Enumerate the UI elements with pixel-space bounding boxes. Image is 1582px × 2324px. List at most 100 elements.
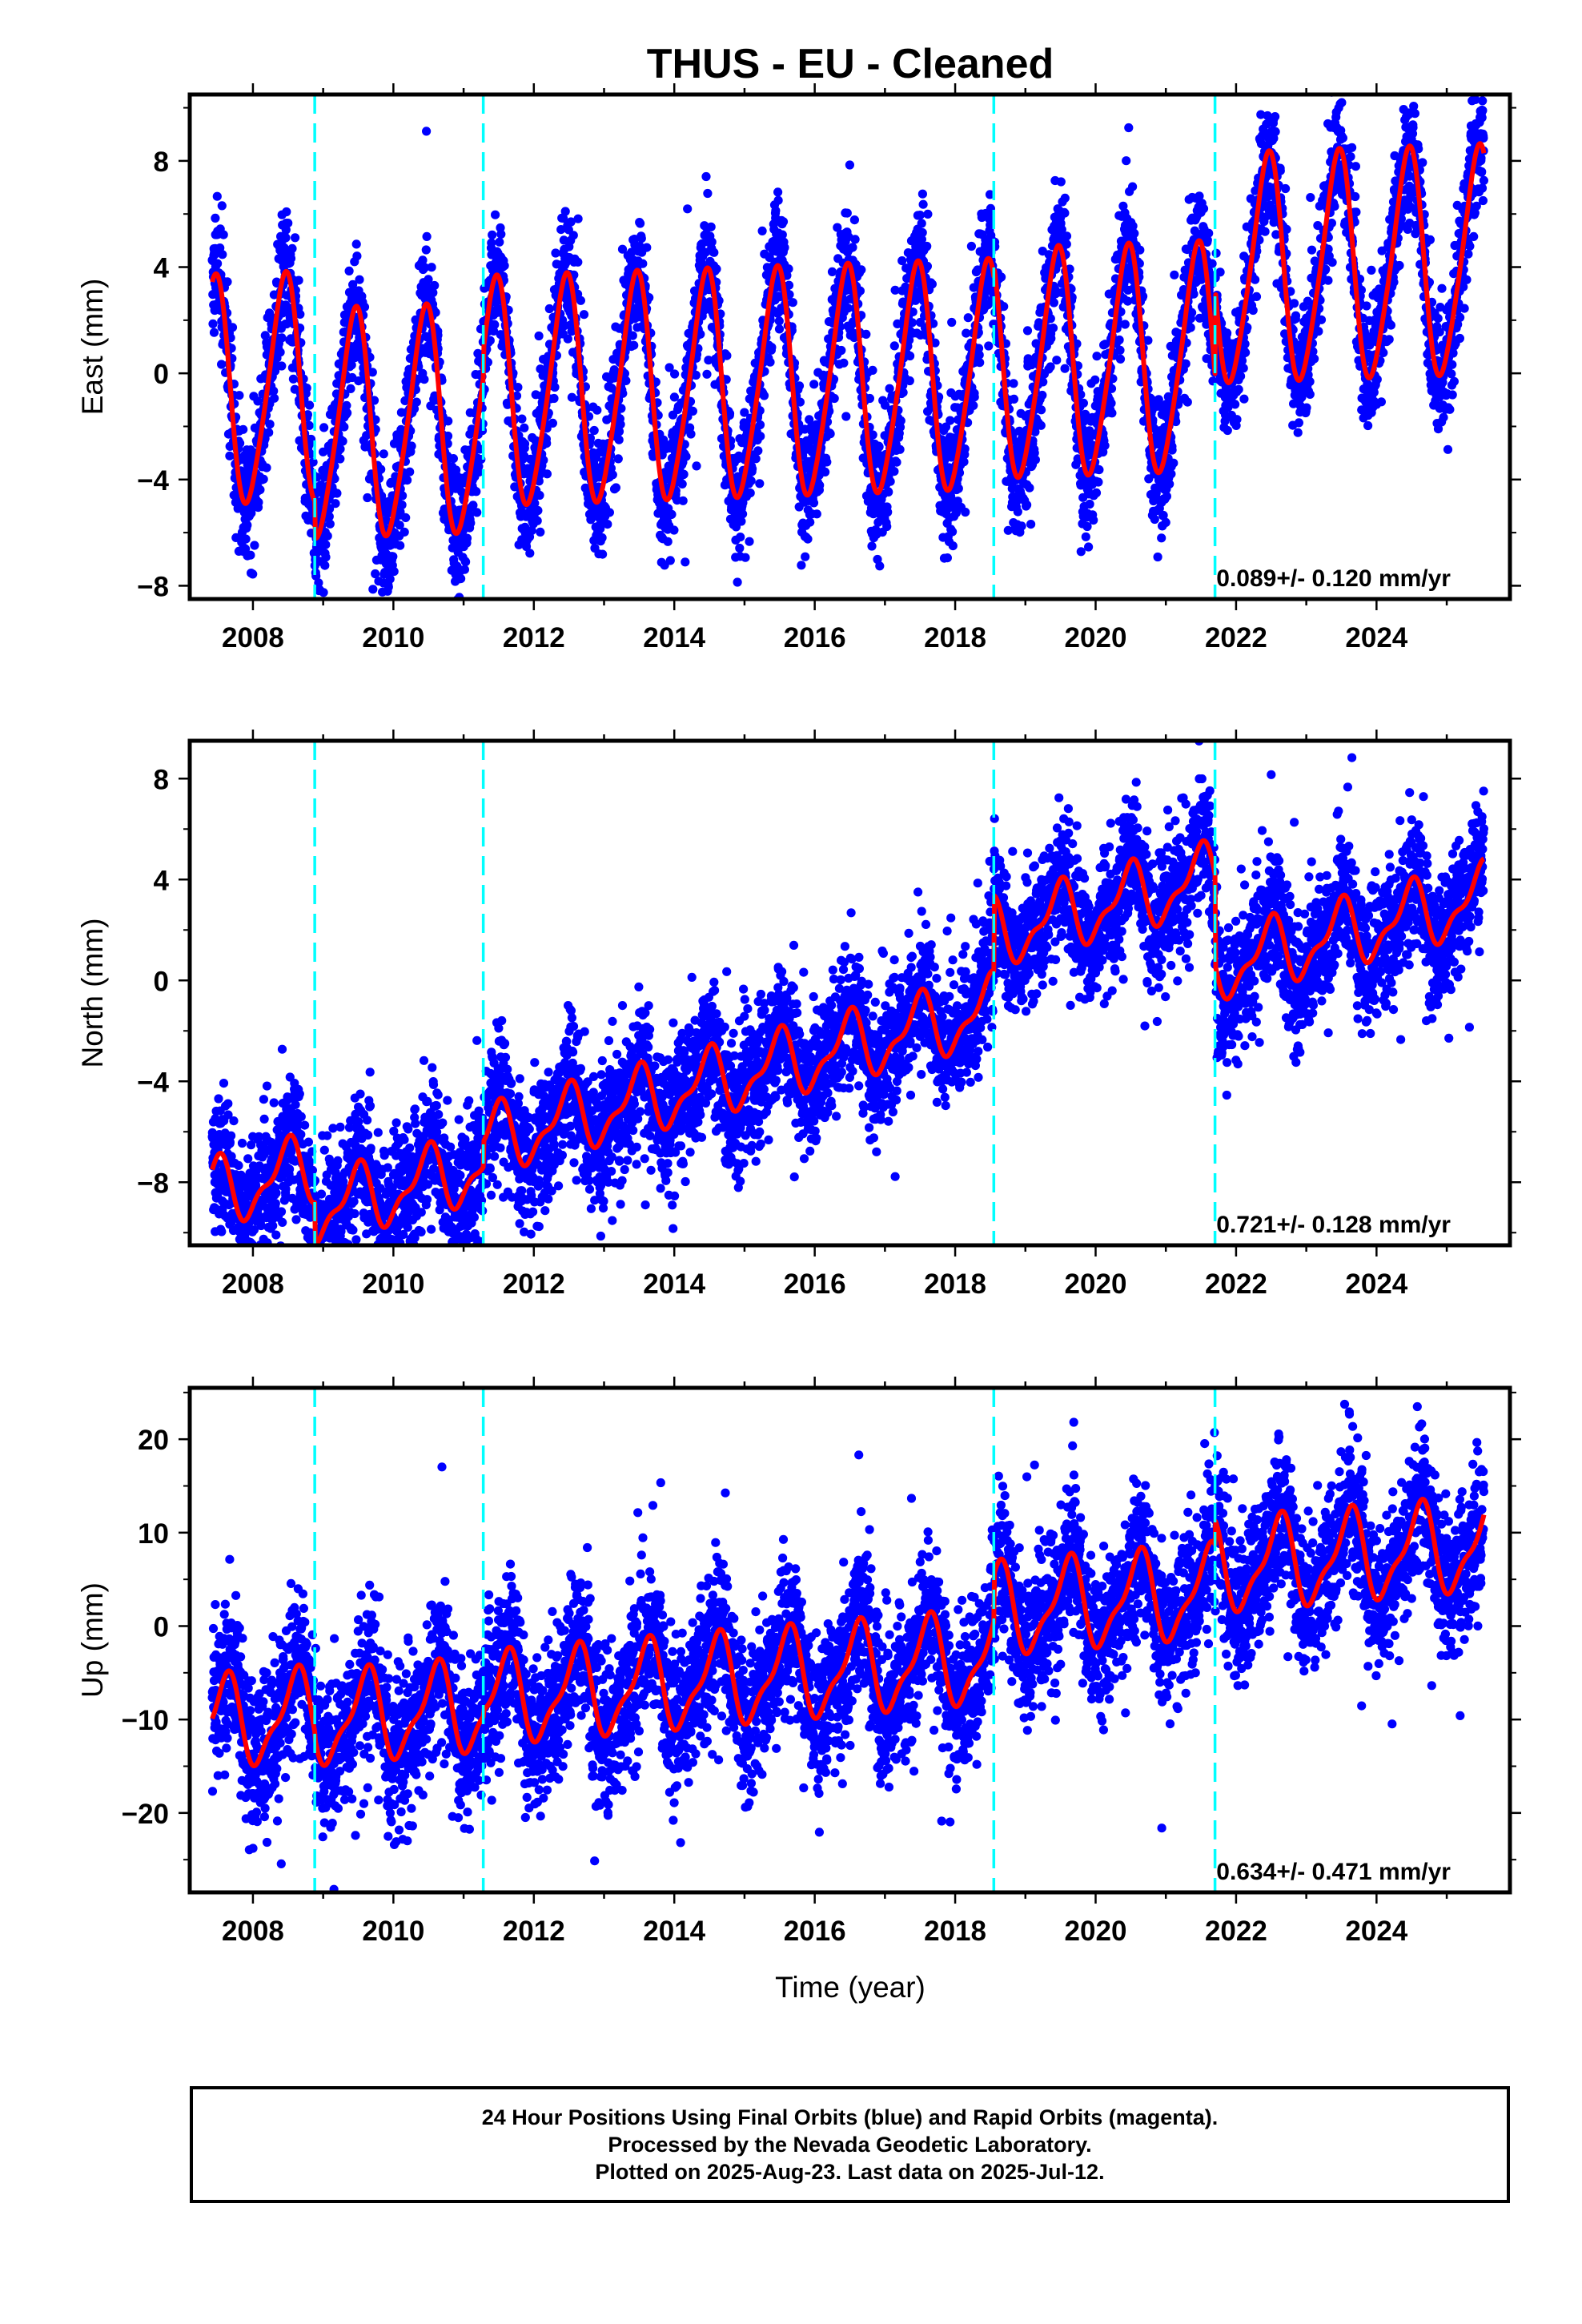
data-point: [474, 467, 484, 477]
data-point: [827, 267, 837, 276]
data-point: [227, 323, 238, 332]
data-point: [636, 234, 646, 243]
data-point: [217, 201, 227, 211]
data-point: [1036, 420, 1046, 430]
data-point: [1181, 359, 1191, 368]
data-point: [560, 207, 570, 216]
data-point: [487, 238, 496, 247]
data-point: [1062, 231, 1072, 241]
data-point: [842, 208, 852, 218]
data-point: [359, 302, 370, 312]
data-point: [536, 527, 545, 537]
data-point: [422, 231, 432, 241]
data-point: [1091, 488, 1102, 498]
data-point: [778, 217, 789, 227]
data-point: [679, 469, 689, 479]
data-point: [395, 521, 404, 530]
data-point: [468, 501, 478, 510]
data-point: [209, 328, 219, 337]
data-point: [923, 209, 933, 219]
data-point: [259, 474, 268, 484]
data-point: [961, 507, 970, 517]
data-point: [667, 509, 677, 519]
panel-east: 2008 2010 2012 2014 2016 2018 2020 2022 2024−8−4…: [76, 83, 1521, 653]
data-point: [212, 191, 222, 201]
data-point: [809, 380, 819, 389]
data-point: [845, 160, 854, 170]
data-point: [294, 275, 303, 285]
data-point: [265, 420, 275, 429]
data-point: [488, 230, 497, 239]
data-point: [839, 358, 849, 368]
data-point: [947, 317, 957, 328]
data-point: [598, 549, 608, 559]
data-point: [709, 247, 719, 257]
data-point: [984, 341, 994, 351]
data-point: [281, 233, 291, 243]
data-point: [611, 483, 621, 493]
data-point: [604, 508, 615, 517]
data-point: [884, 487, 893, 497]
data-point: [255, 485, 265, 495]
data-point: [963, 313, 973, 323]
data-point: [915, 211, 925, 220]
data-point: [1046, 362, 1055, 372]
data-point: [954, 484, 963, 493]
data-point: [282, 207, 291, 217]
data-point: [688, 406, 698, 416]
data-point: [1100, 440, 1110, 451]
data-point: [472, 487, 481, 497]
data-point: [260, 331, 270, 340]
data-point: [1107, 408, 1117, 418]
data-point: [320, 561, 330, 570]
data-point: [520, 423, 529, 432]
data-point: [371, 569, 380, 579]
data-point: [421, 245, 431, 255]
data-point: [548, 418, 558, 428]
data-point: [918, 199, 928, 209]
data-point: [525, 549, 535, 558]
data-point: [335, 454, 345, 464]
data-point: [1034, 318, 1044, 328]
data-point: [360, 442, 370, 452]
data-point: [398, 491, 408, 501]
data-point: [451, 615, 460, 624]
data-point: [339, 422, 349, 432]
data-point: [331, 499, 340, 509]
data-point: [797, 561, 806, 570]
data-point: [344, 266, 354, 275]
data-point: [670, 369, 680, 379]
data-point: [628, 331, 637, 340]
data-point: [427, 263, 436, 272]
data-point: [837, 345, 846, 356]
data-point: [1094, 465, 1104, 475]
data-point: [304, 420, 314, 431]
data-point: [812, 509, 821, 519]
data-point: [636, 219, 645, 228]
data-point: [975, 358, 985, 368]
data-point: [755, 479, 765, 489]
data-point: [809, 498, 819, 508]
data-point: [383, 582, 393, 592]
data-point: [1162, 492, 1171, 501]
data-point: [867, 541, 877, 551]
data-point: [849, 215, 859, 225]
data-point: [1130, 228, 1139, 239]
data-point: [461, 557, 471, 567]
data-point: [1204, 228, 1214, 238]
data-point: [707, 237, 717, 247]
data-point: [269, 386, 279, 396]
data-point: [347, 360, 356, 370]
data-point: [422, 127, 432, 136]
data-point: [246, 550, 255, 560]
data-point: [1135, 245, 1145, 255]
data-point: [683, 204, 693, 214]
data-point: [603, 520, 612, 529]
data-point: [1056, 177, 1066, 187]
data-point: [801, 552, 810, 561]
data-point: [1090, 375, 1100, 384]
data-point: [917, 219, 926, 228]
data-point: [1186, 323, 1195, 332]
data-point: [400, 396, 410, 405]
data-point: [277, 333, 287, 343]
